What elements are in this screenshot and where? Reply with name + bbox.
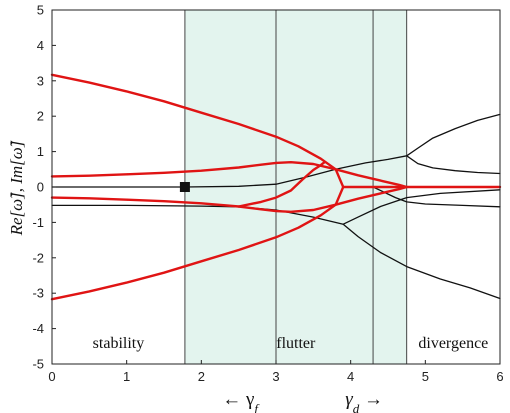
x-tick-label: 0 [48,369,55,384]
bifurcation-marker [179,182,190,192]
real-part-curve-8 [50,160,408,189]
marker-layer [179,182,190,192]
real-part-curve-9 [50,185,408,214]
region-labels: stability flutter divergence [93,335,489,352]
y-tick-label: -2 [32,250,44,265]
real-part-curve-10 [237,160,326,208]
x-annotation-gamma-f-sub: f [254,401,260,413]
x-annotation-gamma-d: γd → [345,389,383,413]
x-tick-label: 4 [347,369,354,384]
region-label-divergence: divergence [418,335,488,352]
x-annotation-gamma-d-arrow: → [359,389,383,410]
x-tick-label: 1 [123,369,130,384]
y-tick-label: 0 [37,180,44,195]
y-axis-label: Re[ω̃], Im[ω̃] [7,140,26,236]
region-label-stability: stability [93,335,145,352]
y-tick-label: 1 [37,144,44,159]
x-annotation-gamma-d-sub: d [353,401,360,413]
series-layer [50,73,502,301]
imag-part-curve-5 [372,186,501,208]
imag-part-curve-1 [51,189,501,225]
y-tick-label: -5 [32,357,44,372]
x-tick-label: 3 [272,369,279,384]
x-annotation-gamma-d-base: γ [345,389,353,410]
x-annotation-gamma-f-base: ← γ [222,389,254,410]
x-annotation-gamma-f: ← γf [222,389,260,413]
region-label-flutter: flutter [276,335,316,352]
imag-part-curve-2 [342,223,501,300]
y-tick-label: 5 [37,3,44,18]
real-part-curve-7 [50,185,345,301]
x-tick-label: 2 [198,369,205,384]
imag-part-curve-3 [406,113,501,157]
imag-part-curve-4 [406,155,501,175]
ticks-layer: 0 1 2 3 4 5 6 -5 -4 -3 -2 -1 0 1 2 3 4 5 [32,3,503,385]
y-tick-label: -3 [32,286,44,301]
x-tick-label: 5 [422,369,429,384]
y-tick-label: 4 [37,38,44,53]
x-tick-label: 6 [496,369,503,384]
y-tick-label: 3 [37,73,44,88]
y-tick-label: 2 [37,109,44,124]
y-tick-label: -1 [32,215,44,230]
real-part-curve-6 [50,73,345,189]
y-tick-label: -4 [32,321,44,336]
